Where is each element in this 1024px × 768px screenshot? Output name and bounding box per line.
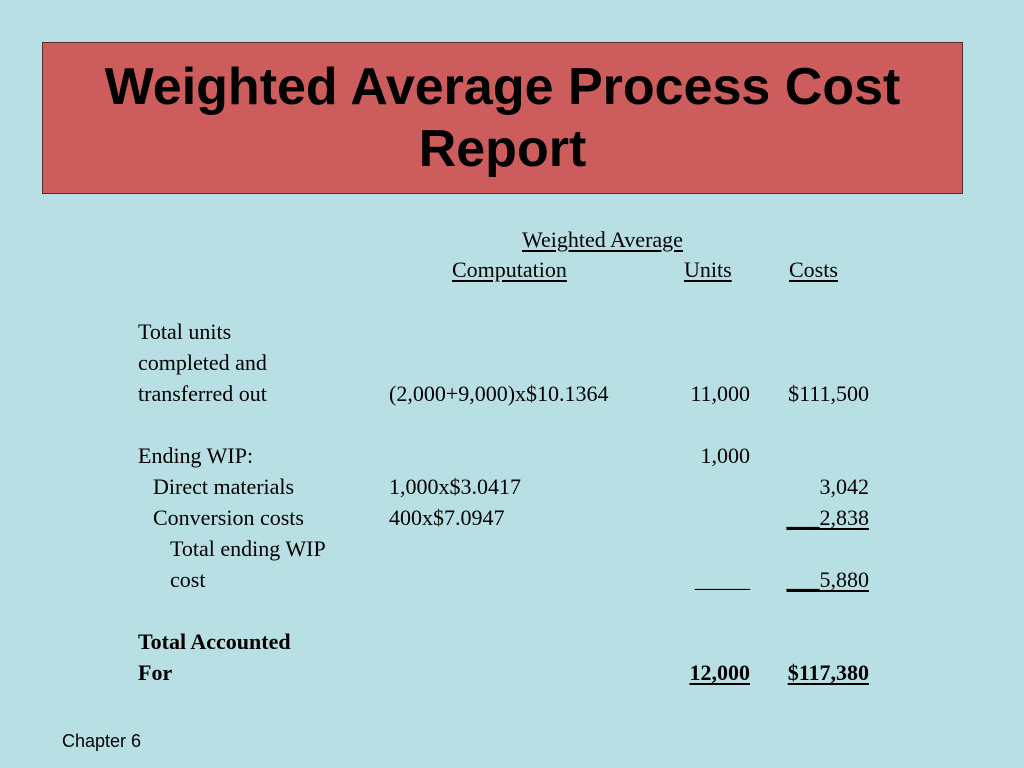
group-header: Weighted Average	[522, 227, 683, 252]
completed-label-line-1: Total units	[138, 319, 232, 344]
direct-materials-label: Direct materials	[153, 474, 295, 499]
title-box: Weighted Average Process Cost Report	[42, 42, 963, 194]
total-accounted-label-line-1: Total Accounted	[138, 629, 291, 654]
total-accounted-units: 12,000	[689, 660, 751, 685]
title-line-1: Weighted Average Process Cost	[104, 58, 901, 116]
direct-materials-computation: 1,000x$3.0417	[389, 474, 521, 499]
completed-label-line-3: transferred out	[138, 381, 267, 406]
total-ending-wip-label-line-2: cost	[170, 567, 206, 592]
ending-wip-label: Ending WIP:	[138, 443, 254, 468]
total-ending-wip-label-line-1: Total ending WIP	[170, 536, 326, 561]
conversion-costs-label: Conversion costs	[153, 505, 304, 530]
slide-title: Weighted Average Process Cost Report	[105, 56, 901, 180]
completed-units: 11,000	[690, 381, 750, 406]
header-units: Units	[684, 257, 732, 282]
conversion-costs-costs: ___2,838	[786, 505, 870, 530]
completed-costs: $111,500	[788, 381, 869, 406]
title-line-2: Report	[418, 120, 587, 178]
header-computation: Computation	[452, 257, 567, 282]
footer-chapter: Chapter 6	[62, 731, 142, 751]
completed-computation: (2,000+9,000)x$10.1364	[389, 381, 609, 406]
completed-label-line-2: completed and	[138, 350, 267, 375]
total-accounted-costs: $117,380	[787, 660, 869, 685]
ending-wip-units: 1,000	[700, 443, 751, 468]
total-ending-wip-units: _____	[695, 567, 750, 592]
header-costs: Costs	[789, 257, 838, 282]
direct-materials-costs: 3,042	[819, 474, 870, 499]
total-ending-wip-costs: ___5,880	[786, 567, 870, 592]
conversion-costs-computation: 400x$7.0947	[389, 505, 505, 530]
total-accounted-label-line-2: For	[138, 660, 173, 685]
